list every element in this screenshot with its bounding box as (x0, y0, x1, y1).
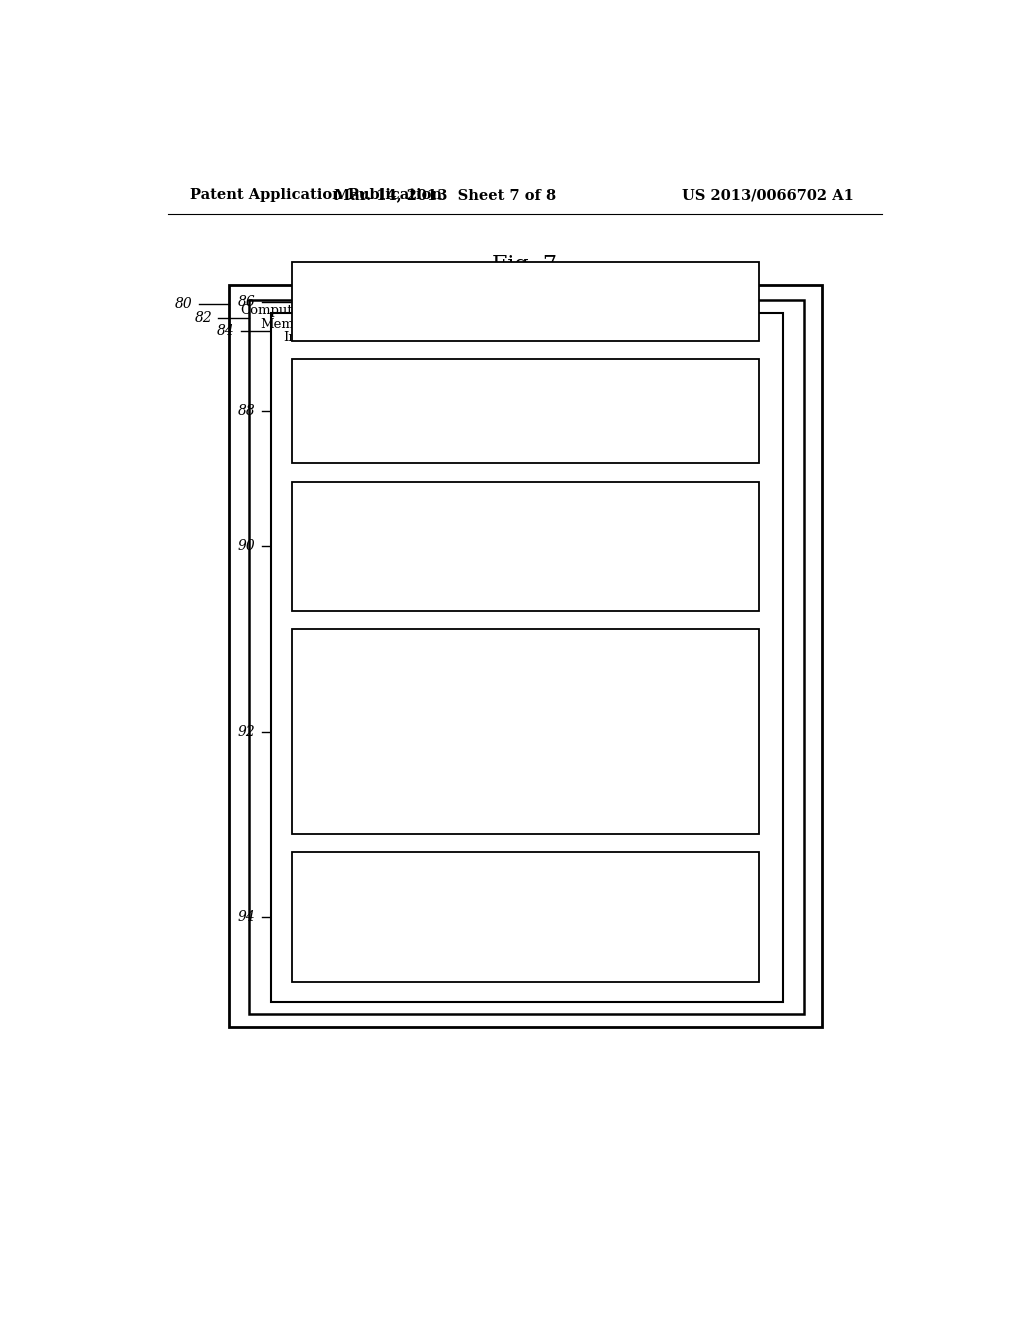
Text: Responding to authorization requests for the use of one or
more activated promot: Responding to authorization requests for… (347, 388, 705, 434)
Bar (292, 359, 759, 463)
Text: 86: 86 (238, 294, 256, 309)
Text: 92: 92 (238, 725, 256, 739)
Text: Patent Application Publication: Patent Application Publication (189, 189, 442, 202)
Text: Transferring funds to the open payment network from an
account at the bank assoc: Transferring funds to the open payment n… (355, 515, 696, 578)
Bar (228, 285, 822, 1027)
Bar (292, 630, 759, 834)
Bar (292, 482, 759, 611)
Text: 88: 88 (238, 404, 256, 418)
Text: Instructions: Instructions (283, 331, 364, 345)
Text: Fig. 7: Fig. 7 (493, 255, 557, 276)
Text: Computer: Computer (241, 304, 307, 317)
Bar (270, 313, 782, 1002)
Bar (292, 263, 759, 341)
Text: 90: 90 (238, 540, 256, 553)
Bar (292, 853, 759, 982)
Text: US 2013/0066702 A1: US 2013/0066702 A1 (682, 189, 854, 202)
Text: Processing activation information of one or more promotion
cards from a computer: Processing activation information of one… (347, 286, 705, 317)
Text: Receiving funds into the account at the bank associated
with the promotion cards: Receiving funds into the account at the … (354, 675, 696, 789)
Text: 84: 84 (217, 325, 234, 338)
Text: Memory: Memory (260, 318, 316, 331)
Text: 94: 94 (238, 909, 256, 924)
Text: Mar. 14, 2013  Sheet 7 of 8: Mar. 14, 2013 Sheet 7 of 8 (335, 189, 556, 202)
Text: Sweeping the account at the bank associated with
the one or more promotion cards: Sweeping the account at the bank associa… (374, 884, 677, 949)
Text: 80: 80 (174, 297, 193, 310)
Text: 82: 82 (195, 312, 212, 325)
Bar (249, 300, 804, 1014)
